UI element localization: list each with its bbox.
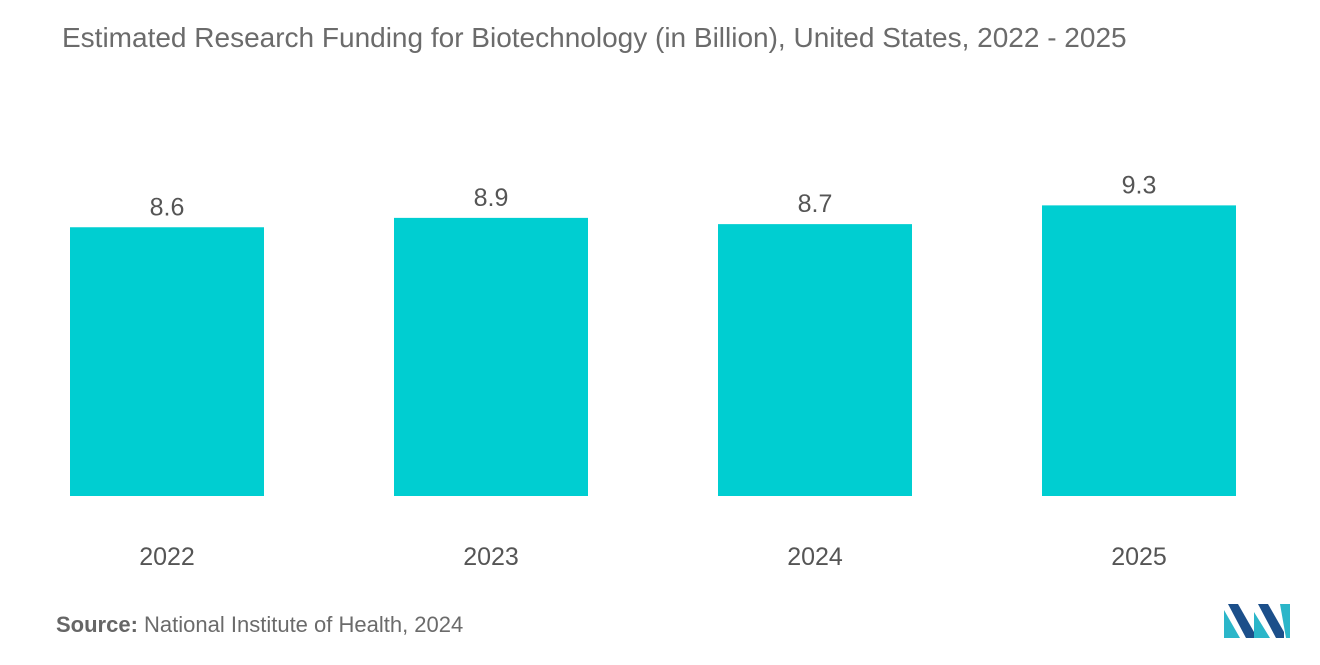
x-tick-label-2022: 2022 bbox=[139, 543, 195, 571]
chart-title: Estimated Research Funding for Biotechno… bbox=[62, 22, 1127, 53]
source-label: Source: bbox=[56, 612, 138, 637]
data-label-2024: 8.7 bbox=[798, 190, 833, 218]
bar-chart: 8.6 2022 8.9 2023 8.7 2024 9.3 2025 bbox=[70, 171, 1236, 571]
source-text: National Institute of Health, 2024 bbox=[144, 612, 464, 637]
bar-2024 bbox=[718, 224, 912, 496]
x-tick-label-2025: 2025 bbox=[1111, 543, 1167, 571]
x-tick-label-2024: 2024 bbox=[787, 543, 843, 571]
x-tick-label-2023: 2023 bbox=[463, 543, 519, 571]
data-label-2022: 8.6 bbox=[150, 193, 185, 221]
bar-2023 bbox=[394, 217, 588, 496]
bar-2025 bbox=[1042, 205, 1236, 496]
source-note: Source: National Institute of Health, 20… bbox=[56, 612, 463, 638]
mordor-intelligence-logo-icon bbox=[1224, 604, 1290, 638]
data-label-2023: 8.9 bbox=[474, 184, 509, 212]
data-label-2025: 9.3 bbox=[1122, 171, 1157, 199]
bar-2022 bbox=[70, 227, 264, 496]
